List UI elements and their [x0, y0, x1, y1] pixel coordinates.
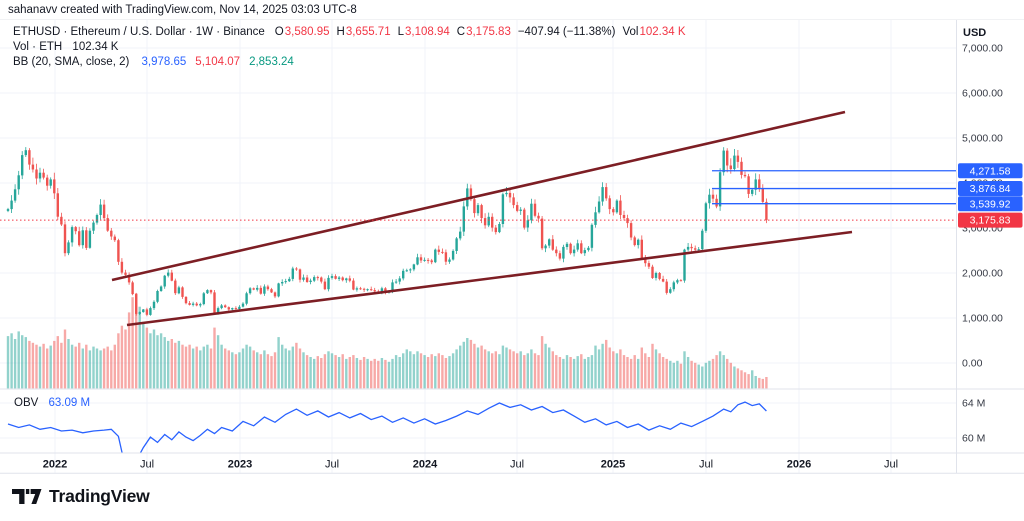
time-axis-label: 2022 — [43, 459, 67, 471]
time-axis[interactable]: 2022 Jul 2023 Jul 2024 Jul 2025 Jul 2026 Jul — [43, 459, 898, 471]
volume-indicator-label: Vol · ETH — [13, 41, 63, 53]
price-axis-tick: 0.00 — [962, 358, 983, 370]
time-axis-label: Jul — [699, 459, 713, 471]
volume-bars — [6, 293, 768, 389]
time-axis-label: 2024 — [413, 459, 438, 471]
bottom-strip: TradingView — [0, 478, 1024, 521]
upper-trendline — [111, 110, 846, 282]
grid-lines — [0, 20, 957, 474]
price-axis-currency: USD — [963, 27, 986, 39]
obv-axis-tick: 60 M — [962, 433, 985, 445]
tradingview-logo[interactable]: TradingView — [12, 486, 150, 507]
bb-indicator-label: BB (20, SMA, close, 2) — [13, 56, 130, 68]
price-label-chip: 3,175.83 — [958, 212, 1023, 228]
price-label-text: 4,271.58 — [970, 165, 1011, 177]
attribution-bar: sahanavv created with TradingView.com, N… — [0, 0, 1024, 20]
bb-band-value: 2,853.24 — [249, 56, 294, 68]
ohlc-key: H — [336, 26, 345, 38]
price-label-text: 3,876.84 — [970, 183, 1011, 195]
candlesticks — [6, 147, 768, 317]
chart-area[interactable]: USD7,000.006,000.005,000.004,000.003,000… — [0, 20, 1024, 478]
price-axis-tick: 2,000.00 — [962, 268, 1003, 280]
attribution-text: sahanavv created with TradingView.com, N… — [8, 4, 357, 16]
chart-legend[interactable]: ETHUSD · Ethereum / U.S. Dollar · 1W · B… — [13, 25, 686, 70]
time-axis-label: Jul — [140, 459, 154, 471]
obv-indicator-value: 63.09 M — [48, 397, 91, 409]
price-axis-tick: 6,000.00 — [962, 88, 1003, 100]
drawings[interactable] — [0, 110, 957, 327]
time-axis-label: 2025 — [601, 459, 625, 471]
vol-key: Vol — [622, 26, 639, 38]
bb-legend-row[interactable]: BB (20, SMA, close, 2) 3,978.65 5,104.07 2… — [13, 55, 686, 70]
price-label-text: 3,175.83 — [970, 215, 1011, 227]
bb-band-value: 5,104.07 — [195, 56, 241, 68]
price-label-chip: 4,271.58 — [958, 163, 1023, 179]
ohlc-value: 3,108.94 — [405, 26, 450, 38]
obv-indicator-label: OBV — [14, 397, 39, 409]
price-label-chip: 3,539.92 — [958, 196, 1023, 212]
tradingview-logo-icon — [12, 489, 42, 504]
symbol-legend-row[interactable]: ETHUSD · Ethereum / U.S. Dollar · 1W · B… — [13, 25, 686, 40]
obv-legend-row[interactable]: OBV 63.09 M — [14, 397, 90, 409]
price-axis-tick: 7,000.00 — [962, 43, 1003, 55]
time-axis-label: 2026 — [787, 459, 811, 471]
ohlc-key: L — [397, 26, 404, 38]
pane-dividers — [0, 20, 1024, 474]
time-axis-label: Jul — [510, 459, 524, 471]
price-axis-tick: 5,000.00 — [962, 133, 1003, 145]
symbol-title: ETHUSD · Ethereum / U.S. Dollar · 1W · B… — [13, 26, 265, 38]
volume-legend-row[interactable]: Vol · ETH 102.34 K — [13, 40, 686, 55]
change-value: −407.94 (−11.38%) — [517, 26, 616, 38]
tradingview-logo-text: TradingView — [49, 486, 150, 506]
price-axis[interactable]: USD7,000.006,000.005,000.004,000.003,000… — [958, 27, 1023, 445]
ohlc-value: 3,655.71 — [345, 26, 391, 38]
time-axis-label: Jul — [884, 459, 898, 471]
volume-indicator-value: 102.34 K — [72, 41, 119, 53]
ohlc-value: 3,580.95 — [284, 26, 330, 38]
lower-trendline — [126, 230, 853, 327]
vol-value: 102.34 K — [639, 26, 686, 38]
time-axis-label: Jul — [325, 459, 339, 471]
bb-band-value: 3,978.65 — [141, 56, 187, 68]
price-axis-tick: 1,000.00 — [962, 313, 1003, 325]
ohlc-key: C — [456, 26, 466, 38]
price-label-chip: 3,876.84 — [958, 181, 1023, 196]
price-label-text: 3,539.92 — [970, 198, 1011, 210]
ohlc-key: O — [274, 26, 284, 38]
obv-axis-tick: 64 M — [962, 398, 985, 410]
chart-canvas[interactable]: USD7,000.006,000.005,000.004,000.003,000… — [0, 20, 1024, 478]
obv-line — [7, 401, 767, 453]
time-axis-label: 2023 — [228, 459, 252, 471]
ohlc-value: 3,175.83 — [466, 26, 511, 38]
